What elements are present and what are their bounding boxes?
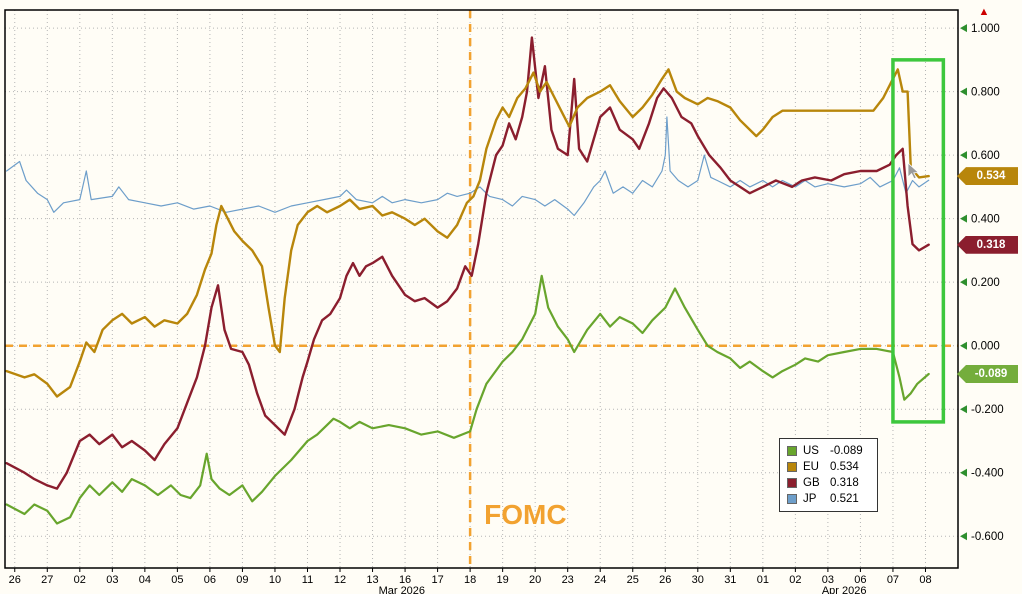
legend-value-us: -0.089 <box>830 445 863 457</box>
x-tick-label: 02 <box>74 574 86 586</box>
x-tick-label: 20 <box>529 574 541 586</box>
x-tick-label: 02 <box>789 574 801 586</box>
legend-item-gb: GB 0.318 <box>787 477 870 489</box>
series-line-us <box>5 274 930 525</box>
legend-item-us: US -0.089 <box>787 445 870 457</box>
x-tick-label: 01 <box>757 574 769 586</box>
x-tick-label: 13 <box>366 574 378 586</box>
x-tick-label: 17 <box>431 574 443 586</box>
x-tick-label: 18 <box>464 574 476 586</box>
y-tick-label: -0.600 <box>971 531 1004 543</box>
x-tick-label: 31 <box>724 574 736 586</box>
fomc-label: FOMC <box>484 499 566 530</box>
scroll-up-arrow-icon: ▲ <box>979 6 990 18</box>
x-tick-label: 06 <box>854 574 866 586</box>
x-tick-label: 30 <box>692 574 704 586</box>
x-tick-label: 07 <box>887 574 899 586</box>
x-tick-label: 10 <box>269 574 281 586</box>
x-tick-label: 04 <box>139 574 151 586</box>
x-axis-month-label: Apr 2026 <box>822 585 867 594</box>
legend-value-gb: 0.318 <box>830 477 859 489</box>
y-tick-arrow-icon <box>960 468 967 477</box>
y-tick-label: -0.400 <box>971 468 1004 480</box>
x-tick-label: 06 <box>204 574 216 586</box>
x-tick-label: 05 <box>171 574 183 586</box>
legend: US -0.089 EU 0.534 GB 0.318 JP 0.521 <box>779 438 878 512</box>
axis-value-badge-gb: 0.318 <box>957 235 1018 254</box>
y-tick-arrow-icon <box>960 341 967 350</box>
x-tick-label: 08 <box>919 574 931 586</box>
y-tick-arrow-icon <box>960 87 967 96</box>
x-axis-month-label: Mar 2026 <box>379 585 425 594</box>
legend-label-jp: JP <box>803 493 817 505</box>
y-tick-arrow-icon <box>960 24 967 33</box>
y-tick-arrow-icon <box>960 214 967 223</box>
legend-label-gb: GB <box>803 477 820 489</box>
x-tick-label: 11 <box>302 574 313 586</box>
x-tick-label: 19 <box>497 574 509 586</box>
axis-value-badge-us: -0.089 <box>957 364 1018 383</box>
plot-border <box>4 9 959 569</box>
legend-label-eu: EU <box>803 461 819 473</box>
x-tick-label: 23 <box>562 574 574 586</box>
y-tick-arrow-icon <box>960 405 967 414</box>
x-tick-label: 09 <box>236 574 248 586</box>
y-tick-label: 0.000 <box>971 341 1000 353</box>
highlight-box <box>891 58 946 424</box>
legend-swatch-jp <box>787 494 797 504</box>
x-tick-label: 26 <box>659 574 671 586</box>
legend-swatch-eu <box>787 462 797 472</box>
x-tick-label: 24 <box>594 574 606 586</box>
y-tick-label: 0.800 <box>971 87 1000 99</box>
y-tick-label: 0.400 <box>971 214 1000 226</box>
y-tick-arrow-icon <box>960 532 967 541</box>
legend-item-eu: EU 0.534 <box>787 461 870 473</box>
y-tick-arrow-icon <box>960 278 967 287</box>
y-tick-label: 0.200 <box>971 277 1000 289</box>
legend-value-eu: 0.534 <box>830 461 859 473</box>
y-tick-label: 1.000 <box>971 23 1000 35</box>
series-line-eu <box>5 68 930 398</box>
x-tick-label: 16 <box>399 574 411 586</box>
x-tick-label: 12 <box>334 574 346 586</box>
x-tick-label: 03 <box>822 574 834 586</box>
mouse-cursor-icon <box>907 162 920 180</box>
legend-label-us: US <box>803 445 819 457</box>
x-tick-label: 27 <box>41 574 53 586</box>
series-line-gb <box>5 36 930 490</box>
axis-value-badge-eu: 0.534 <box>957 167 1018 186</box>
legend-value-jp: 0.521 <box>830 493 859 505</box>
y-tick-arrow-icon <box>960 151 967 160</box>
y-tick-label: 0.600 <box>971 150 1000 162</box>
x-tick-label: 25 <box>627 574 639 586</box>
legend-swatch-us <box>787 446 797 456</box>
legend-swatch-gb <box>787 478 797 488</box>
x-tick-label: 03 <box>106 574 118 586</box>
y-tick-label: -0.200 <box>971 404 1004 416</box>
legend-item-jp: JP 0.521 <box>787 493 870 505</box>
x-tick-label: 26 <box>9 574 21 586</box>
